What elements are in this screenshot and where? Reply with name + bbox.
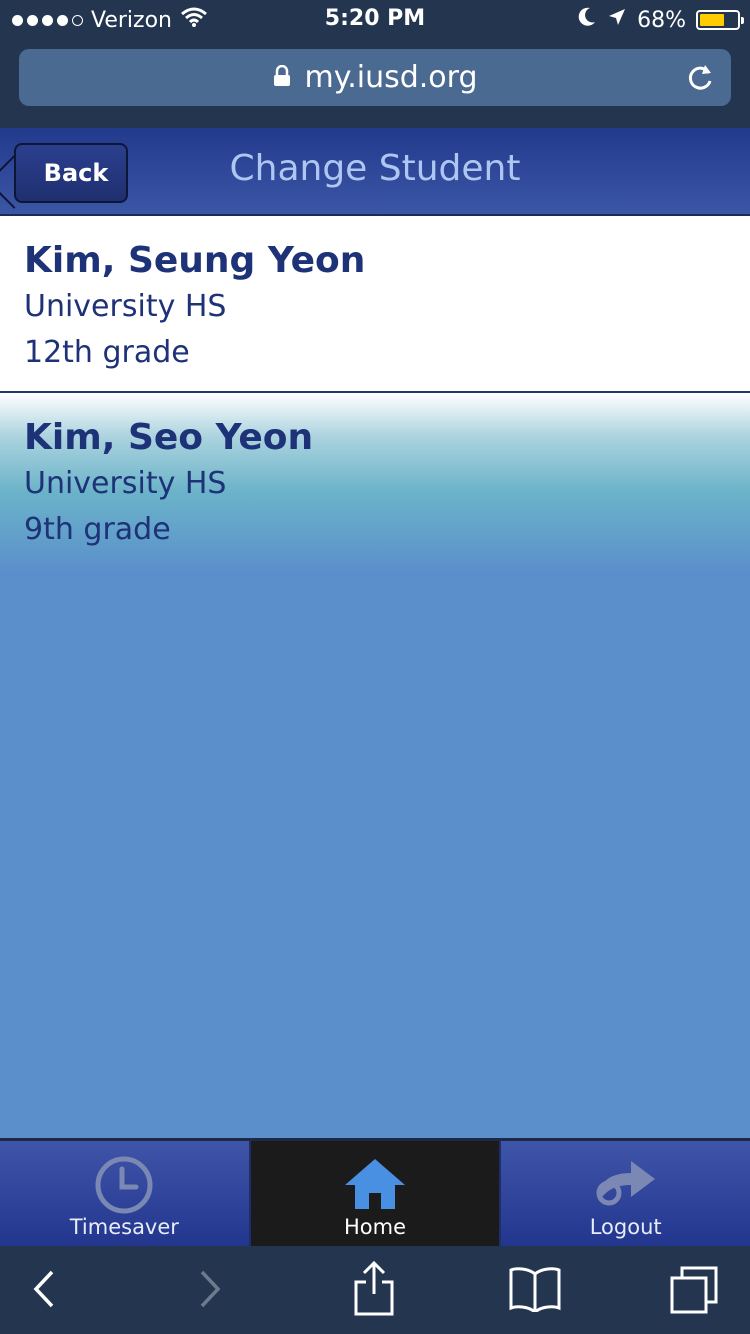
tab-bar: Timesaver Home Logout [0,1138,750,1246]
page-title: Change Student [229,148,521,189]
status-right: 68% [577,6,744,34]
student-school: University HS [24,289,227,324]
browser-chrome-top: Verizon 5:20 PM 68% [0,0,750,128]
signal-strength-icon [12,14,83,26]
moon-icon [577,6,597,34]
status-time: 5:20 PM [324,6,426,31]
tab-logout[interactable]: Logout [501,1141,750,1246]
status-left: Verizon [12,6,208,34]
wifi-icon [180,6,208,34]
app-header: Back Change Student [0,128,750,216]
battery-percent: 68% [637,7,686,33]
home-icon [343,1155,407,1218]
tab-label: Timesaver [69,1215,179,1239]
tab-timesaver[interactable]: Timesaver [0,1141,251,1246]
bookmarks-icon[interactable] [508,1266,562,1316]
tab-label: Home [344,1215,407,1239]
student-name: Kim, Seo Yeon [24,417,314,458]
battery-icon [696,10,744,30]
battery-fill [700,14,724,26]
student-school: University HS [24,466,227,501]
clock-icon [94,1155,154,1220]
logout-arrow-icon [593,1155,659,1212]
location-arrow-icon [607,7,627,33]
browser-back-icon[interactable] [30,1264,58,1318]
tabs-icon[interactable] [668,1264,720,1320]
student-grade: 9th grade [24,512,171,547]
student-list-item[interactable]: Kim, Seo Yeon University HS 9th grade [0,393,750,573]
student-grade: 12th grade [24,335,190,370]
carrier-label: Verizon [91,7,172,33]
url-text: my.iusd.org [304,60,478,95]
share-icon[interactable] [352,1260,396,1320]
student-list-item[interactable]: Kim, Seung Yeon University HS 12th grade [0,216,750,393]
back-button[interactable]: Back [14,143,128,203]
address-bar[interactable]: my.iusd.org [19,49,731,106]
status-bar: Verizon 5:20 PM 68% [0,0,750,40]
tab-home[interactable]: Home [250,1141,502,1246]
student-list: Kim, Seung Yeon University HS 12th grade… [0,216,750,573]
lock-icon [273,60,291,95]
student-name: Kim, Seung Yeon [24,240,366,281]
tab-label: Logout [589,1215,662,1239]
browser-forward-icon[interactable] [196,1264,224,1318]
reload-icon[interactable] [685,61,715,101]
browser-toolbar [0,1246,750,1334]
